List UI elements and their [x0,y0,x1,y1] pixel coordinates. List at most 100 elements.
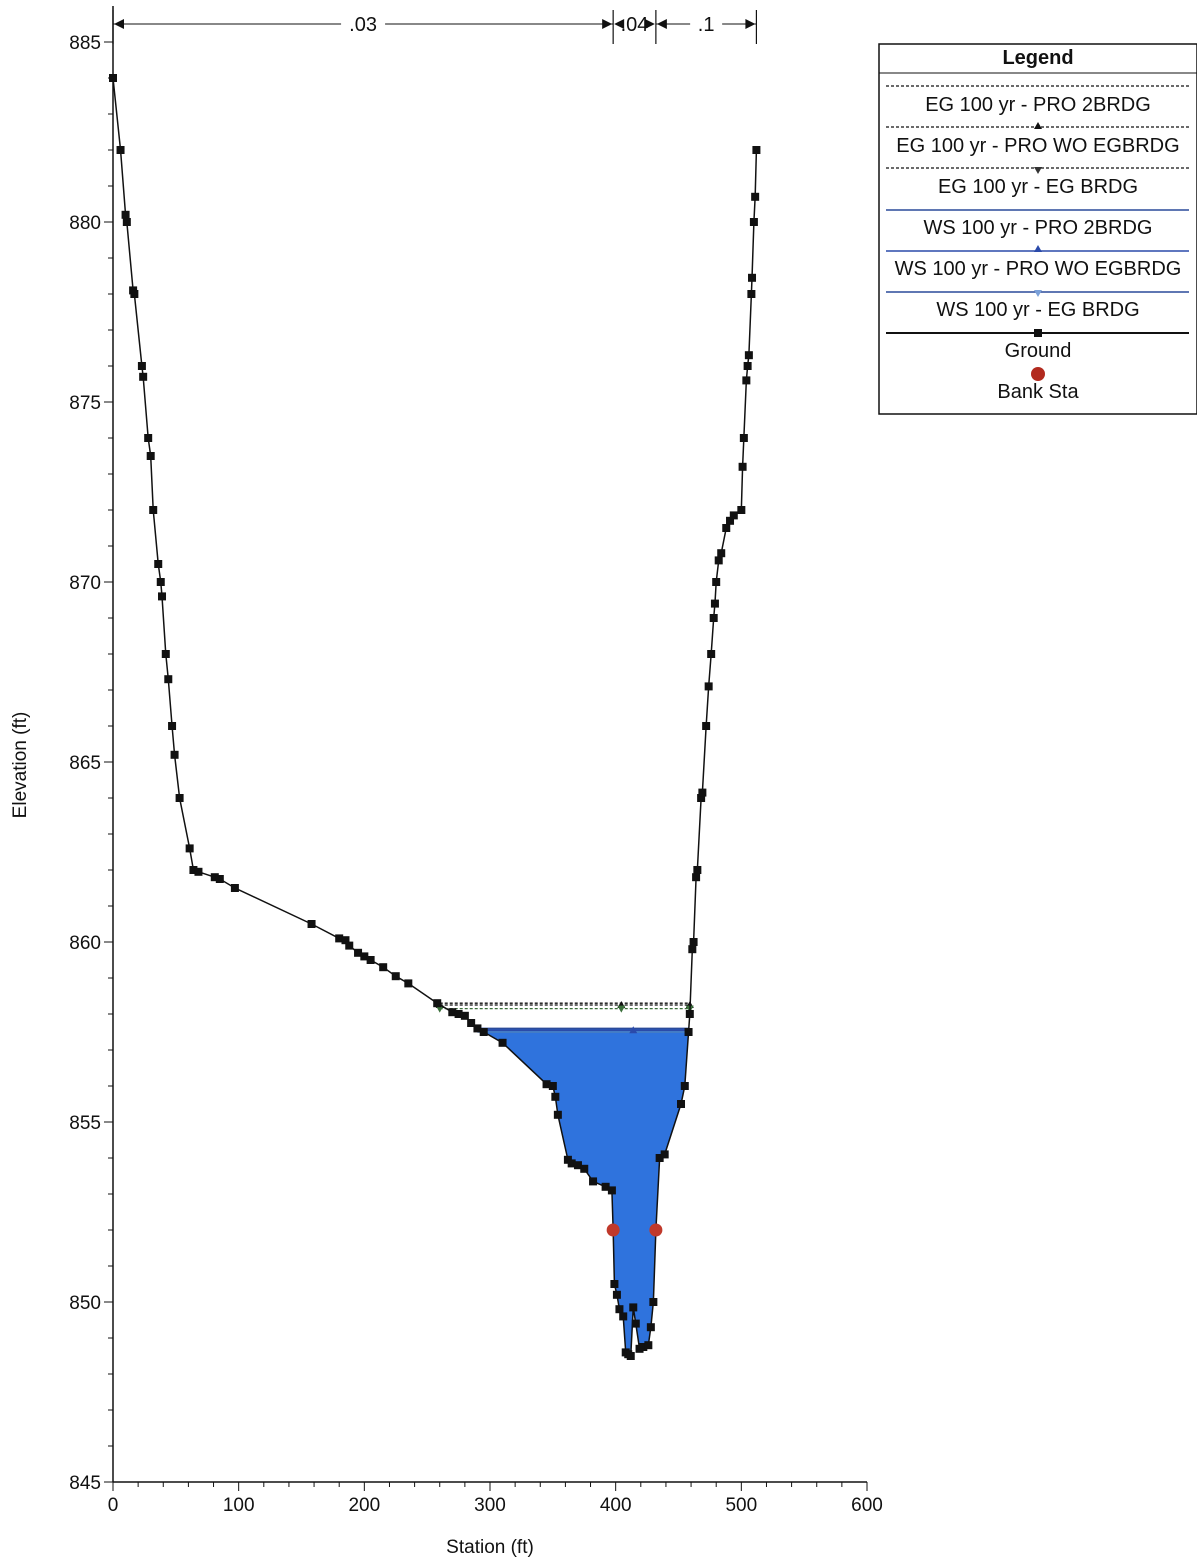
ground-point [722,524,731,532]
ground-point [680,1082,689,1090]
ground-point [551,1092,560,1101]
x-tick-label: 400 [600,1495,632,1516]
eg-marker-triangle-down [617,1005,626,1013]
ground-point [689,938,698,946]
x-tick-label: 300 [474,1495,506,1516]
ground-point [737,506,746,514]
ground-point [460,1011,469,1020]
ground-point [655,1154,664,1162]
legend-title: Legend [1002,47,1073,69]
ground-point [553,1110,562,1119]
bank-station-point [649,1223,663,1237]
y-tick-label: 850 [69,1293,101,1314]
ground-point [354,948,363,957]
manning-n-annotations: .03 .04 .1 [112,10,758,44]
manning-n-label: .04 [621,14,649,36]
ground-point [366,956,375,964]
ground-point [567,1159,576,1168]
y-tick-label: 885 [69,33,101,54]
ground-point [688,945,697,954]
ground-point [467,1019,476,1027]
ground-point [573,1161,582,1170]
ground-point [619,1312,628,1321]
ground-point [448,1008,457,1017]
legend-triangle-up-icon [1034,122,1042,129]
ground-point [175,794,184,802]
legend-label-eg-eg-brdg: EG 100 yr - EG BRDG [938,176,1138,198]
n-arrowhead [644,19,655,29]
ground-point [743,362,752,370]
ground-point [146,452,155,460]
legend-bank-dot-icon [1031,367,1045,381]
ground-point [130,290,139,298]
ground-point [693,866,702,874]
ground-point [729,511,738,520]
ground-point [307,920,316,928]
n-arrowhead [745,19,756,29]
ground-point [612,1290,621,1299]
x-tick-label: 100 [223,1495,255,1516]
ground-point [749,218,758,226]
ground-point [345,941,354,950]
ground-point [116,146,125,154]
x-tick-label: 600 [851,1495,883,1516]
ground-point [748,273,757,282]
ground-point [739,434,748,442]
ground-point [639,1343,648,1351]
ground-point [139,372,148,381]
ground-point [726,516,735,525]
ground-point [704,682,713,691]
y-tick-label: 860 [69,933,101,954]
legend-triangle-up-blue-icon [1034,245,1042,252]
y-tick-label: 845 [69,1473,101,1494]
ground-point [644,1341,653,1350]
ws-marker-triangle-up [629,1026,638,1034]
ground-point [210,873,219,882]
ground-point [684,1028,693,1036]
legend-label-ws-pro-2brdg: WS 100 yr - PRO 2BRDG [924,217,1153,239]
ground-line [112,77,758,1358]
ground-point [747,290,756,298]
energy-grade-lines [435,1001,694,1013]
ground-point [154,560,163,568]
n-arrowhead [614,19,625,29]
ground-point [335,934,344,943]
ground-point [341,936,350,945]
ground-point [194,867,203,876]
ground-point [479,1028,488,1036]
manning-n-label: .03 [349,14,377,36]
legend-square-icon [1034,329,1042,337]
ground-point [738,462,747,471]
n-arrowhead [656,19,667,29]
ground-point [121,210,130,219]
ground-point [580,1164,589,1173]
ground-point [607,1186,616,1195]
legend-label-ws-eg-brdg: WS 100 yr - EG BRDG [936,299,1139,321]
ground-point [751,192,760,201]
water-fill [477,1028,689,1356]
ground-point [360,952,369,961]
y-tick-label: 870 [69,573,101,594]
ground-point [709,614,718,622]
legend-label-eg-pro-2brdg: EG 100 yr - PRO 2BRDG [925,94,1151,116]
n-arrowhead [602,19,613,29]
ground-point [391,972,400,981]
eg-marker-triangle-down [435,1005,444,1013]
ground-point [742,376,751,385]
ground-point [697,794,706,802]
ground-point [542,1080,551,1089]
ground-point [548,1082,557,1090]
ground-point [752,146,761,154]
ground-point [744,351,753,360]
legend-label-eg-pro-wo-egbrdg: EG 100 yr - PRO WO EGBRDG [896,135,1179,157]
ground-point [685,1010,694,1018]
ground-point [615,1305,624,1314]
ground-point [161,650,170,658]
ground-point [692,873,701,882]
ground-point [702,722,711,730]
legend: Legend EG 100 yr - PRO 2BRDG EG 100 yr -… [878,43,1197,415]
y-tick-label: 880 [69,213,101,234]
ground-point [149,506,158,514]
ground-point [433,999,442,1008]
ground-point [698,788,707,797]
